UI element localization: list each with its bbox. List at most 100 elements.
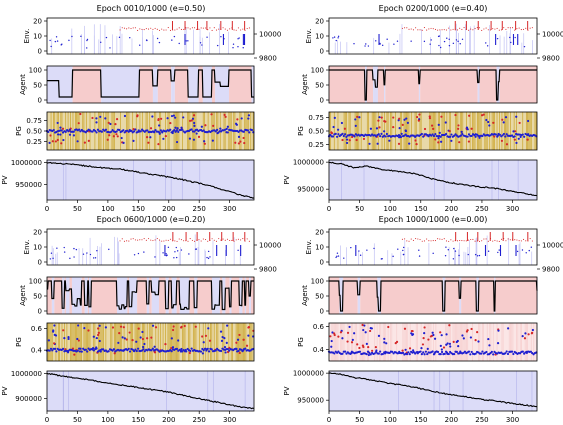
env-dot-red — [459, 239, 461, 242]
pg-band — [243, 323, 244, 361]
pg-band — [64, 323, 65, 361]
pg-baseline-point — [210, 348, 213, 351]
pg-band — [113, 323, 115, 361]
env-dot-red — [207, 240, 209, 242]
pg-point — [157, 143, 160, 146]
pg-band — [446, 323, 448, 361]
pg-point — [524, 332, 527, 335]
env-dot-red — [423, 27, 425, 29]
env-dot-blue — [335, 256, 337, 259]
pg-band — [435, 323, 437, 361]
pg-baseline-point — [48, 349, 51, 352]
env-dot-blue — [332, 37, 334, 39]
pg-point — [97, 333, 100, 337]
agent-regime-band — [215, 66, 230, 103]
pg-point — [350, 135, 354, 139]
pg-band — [485, 112, 487, 150]
subplot-title: Epoch 0600/1000 (e=0.20) — [97, 215, 206, 224]
pg-band — [415, 323, 417, 361]
env-dot-red — [215, 240, 218, 242]
pg-frame — [328, 322, 538, 362]
agent-ytick-label: 50 — [33, 293, 42, 301]
pg-point — [53, 324, 56, 327]
pg-point — [377, 119, 380, 122]
pg-band — [337, 323, 339, 361]
pg-baseline-point — [94, 129, 97, 133]
env-dot-red — [229, 28, 231, 30]
env-dot-red — [126, 28, 128, 30]
agent-regime-band — [385, 66, 419, 103]
pg-band — [462, 323, 464, 361]
env-dot-blue — [458, 254, 460, 257]
agent-regime-band — [476, 277, 479, 314]
pg-baseline-point — [122, 129, 125, 132]
env-dot-red — [204, 238, 207, 241]
pg-point — [219, 127, 222, 130]
env-dot-red — [448, 27, 450, 29]
pg-band — [346, 112, 347, 150]
pg-point — [236, 338, 240, 341]
pg-band — [87, 323, 88, 361]
pg-baseline-point — [134, 348, 137, 351]
pg-point — [401, 349, 404, 352]
agent-regime-band — [117, 277, 128, 314]
env-dot-red — [520, 240, 522, 242]
pg-band — [463, 323, 465, 361]
env-dot-red — [211, 29, 213, 32]
pg-band — [385, 323, 387, 361]
pg-baseline-point — [175, 347, 179, 350]
pg-point — [501, 118, 504, 121]
pg-baseline-point — [72, 130, 75, 133]
env-dot-red — [237, 238, 239, 240]
pg-point — [330, 345, 333, 348]
pg-point — [91, 116, 94, 120]
env-dot-red — [154, 239, 156, 241]
pg-band — [390, 112, 391, 150]
pg-band — [525, 112, 527, 150]
pg-point — [415, 143, 418, 146]
pg-point — [355, 138, 358, 142]
env-ytick-label-left: 20 — [33, 18, 42, 26]
pg-point — [518, 121, 521, 125]
env-dot-blue — [156, 37, 159, 40]
agent-regime-band — [151, 277, 160, 314]
env-dot-red — [183, 28, 185, 30]
pv-xtick-label: 50 — [73, 416, 82, 424]
env-dot-red — [163, 240, 165, 242]
pg-band — [535, 112, 537, 150]
pg-point — [514, 130, 517, 133]
pg-band — [137, 323, 138, 361]
pg-baseline-point — [143, 350, 146, 353]
pg-point — [139, 336, 142, 339]
pg-baseline-point — [510, 134, 514, 137]
pg-baseline-point — [353, 135, 356, 138]
pg-point — [485, 118, 488, 122]
pg-band — [502, 323, 504, 361]
env-dot-blue — [220, 36, 222, 38]
pg-band — [341, 323, 343, 361]
env-dot-blue — [56, 40, 59, 42]
pg-point — [99, 115, 102, 118]
env-dot-blue — [86, 252, 88, 254]
pg-point — [195, 132, 198, 135]
env-dot-red — [461, 28, 463, 30]
pg-baseline-point — [203, 347, 207, 350]
pg-band — [496, 112, 498, 150]
pg-baseline-point — [61, 347, 65, 350]
pg-point — [450, 139, 453, 142]
pg-point — [224, 115, 227, 118]
pg-baseline-point — [206, 347, 209, 350]
env-ylabel: Env. — [23, 240, 31, 255]
env-dot-blue — [350, 246, 352, 249]
pg-point — [448, 342, 452, 345]
pg-point — [398, 127, 401, 130]
agent-regime-band — [479, 66, 497, 103]
pg-band — [149, 323, 151, 361]
pg-point — [341, 337, 344, 340]
pg-baseline-point — [96, 128, 99, 131]
env-dot-blue — [178, 42, 180, 45]
agent-regime-band — [171, 277, 177, 314]
pg-ylabel: PG — [15, 126, 23, 136]
env-dot-blue — [438, 35, 440, 37]
env-dot-blue — [380, 258, 383, 260]
